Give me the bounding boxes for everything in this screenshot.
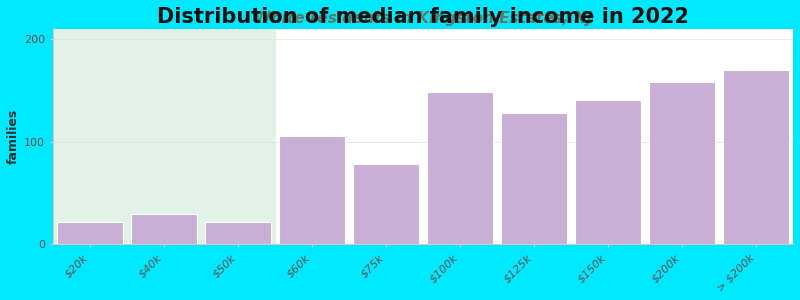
Bar: [722, 70, 790, 244]
Bar: [57, 222, 123, 244]
Title: Distribution of median family income in 2022: Distribution of median family income in …: [157, 7, 689, 27]
Bar: [130, 214, 198, 244]
Bar: [426, 92, 494, 244]
Bar: [53, 28, 275, 244]
Bar: [278, 136, 346, 244]
Bar: [574, 100, 642, 244]
Bar: [353, 164, 419, 244]
Y-axis label: families: families: [7, 109, 20, 164]
Text: White residents in Kingston Estates, NJ: White residents in Kingston Estates, NJ: [254, 11, 592, 26]
Bar: [205, 222, 271, 244]
Bar: [649, 82, 715, 244]
Bar: [501, 113, 567, 244]
